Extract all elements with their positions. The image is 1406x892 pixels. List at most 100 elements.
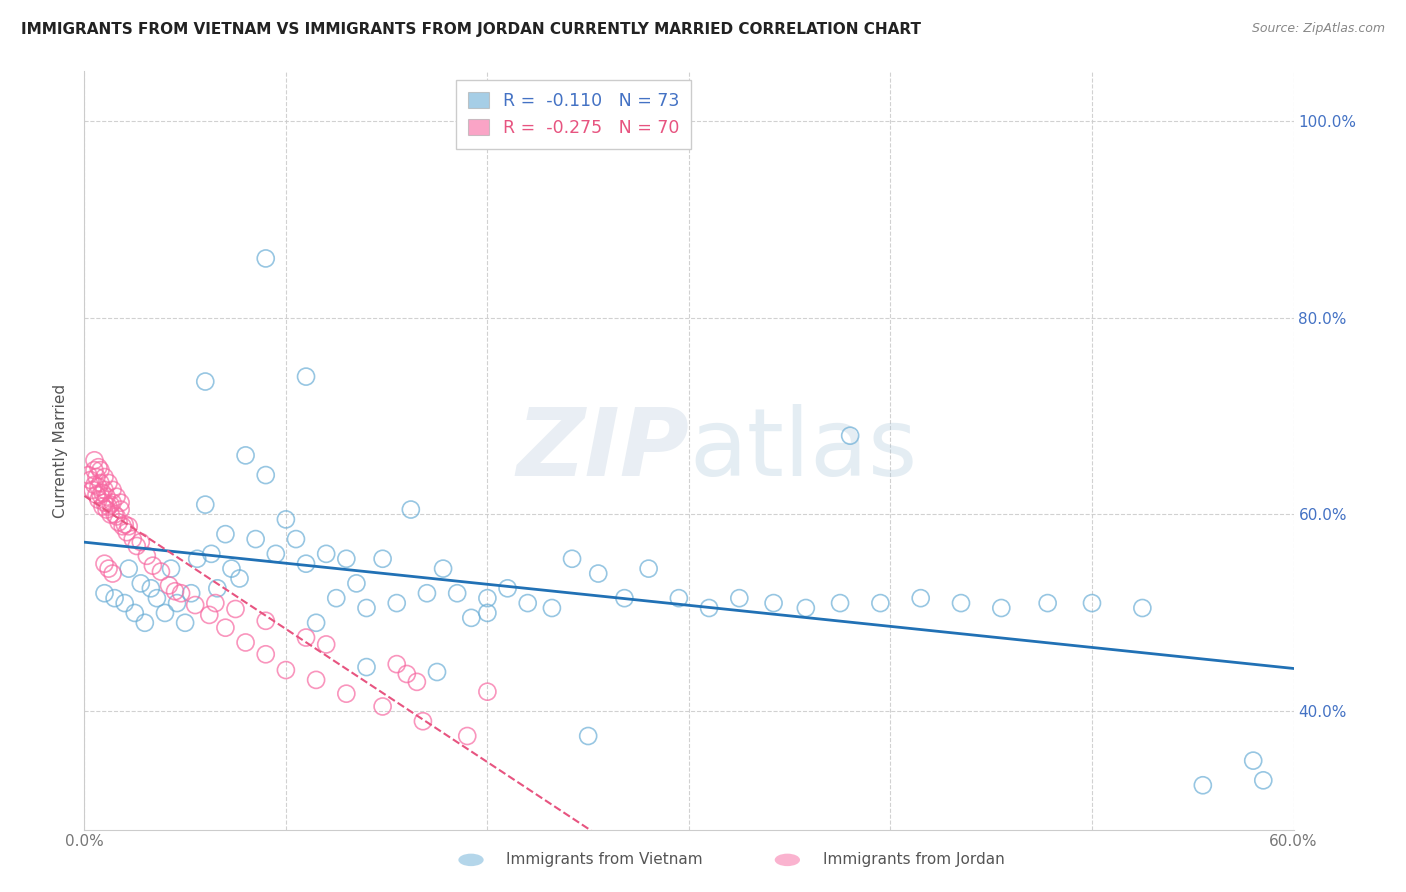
Point [830,596,852,610]
Point [728,591,751,606]
Point [214,621,236,635]
Point [96,490,118,504]
Point [274,663,297,677]
Point [245,532,267,546]
Point [86,470,108,484]
Point [346,576,368,591]
Point [79,473,101,487]
Point [1132,601,1154,615]
Point [139,582,162,596]
Point [295,557,318,571]
Point [184,598,207,612]
Point [356,660,378,674]
Point [101,483,124,497]
Point [254,252,277,266]
Point [153,606,176,620]
Text: atlas: atlas [689,404,917,497]
Text: ZIP: ZIP [516,404,689,497]
Point [477,591,499,606]
Point [637,561,659,575]
Point [305,615,328,630]
Point [1253,773,1275,788]
Point [315,637,337,651]
Point [990,601,1012,615]
Point [194,375,217,389]
Point [107,516,129,530]
Point [762,596,785,610]
Point [121,532,143,546]
Point [110,496,132,510]
Point [305,673,328,687]
Point [97,500,120,514]
Point [207,582,229,596]
Point [426,665,449,679]
Point [93,470,115,484]
Text: IMMIGRANTS FROM VIETNAM VS IMMIGRANTS FROM JORDAN CURRENTLY MARRIED CORRELATION : IMMIGRANTS FROM VIETNAM VS IMMIGRANTS FR… [21,22,921,37]
Point [149,565,172,579]
Point [477,606,499,620]
Point [87,460,110,475]
Point [87,480,110,494]
Point [91,485,114,500]
Point [114,517,136,532]
Point [496,582,519,596]
Point [576,729,599,743]
Text: Source: ZipAtlas.com: Source: ZipAtlas.com [1251,22,1385,36]
Point [101,566,124,581]
Point [104,508,127,522]
Point [87,492,110,507]
Point [295,631,318,645]
Point [174,615,197,630]
Point [697,601,720,615]
Point [118,561,141,575]
Point [170,586,193,600]
Point [93,557,115,571]
Point [588,566,610,581]
Point [371,551,394,566]
Point [186,551,208,566]
Point [221,561,243,575]
Point [1192,778,1215,792]
Y-axis label: Currently Married: Currently Married [53,384,69,517]
Point [235,449,257,463]
Point [214,527,236,541]
Point [146,591,169,606]
Point [97,561,120,575]
Point [416,586,439,600]
Point [100,498,122,512]
Point [115,525,138,540]
Point [869,596,891,610]
Point [335,551,357,566]
Point [264,547,287,561]
Point [93,483,115,497]
Point [83,478,105,492]
Point [335,687,357,701]
Point [110,502,132,516]
Point [77,468,100,483]
Point [613,591,636,606]
Point [395,667,418,681]
Point [204,596,226,610]
Point [83,463,105,477]
Text: Immigrants from Jordan: Immigrants from Jordan [823,853,1004,867]
Point [100,508,122,522]
Point [160,561,183,575]
Point [1081,596,1104,610]
Point [315,547,337,561]
Point [200,547,222,561]
Point [561,551,583,566]
Point [166,596,188,610]
Point [295,369,318,384]
Point [371,699,394,714]
Point [198,607,221,622]
Point [950,596,973,610]
Point [225,602,247,616]
Point [460,611,482,625]
Point [89,475,111,490]
Point [129,535,152,549]
Point [412,714,434,729]
Point [135,549,157,563]
Point [385,596,408,610]
Point [325,591,347,606]
Point [89,463,111,477]
